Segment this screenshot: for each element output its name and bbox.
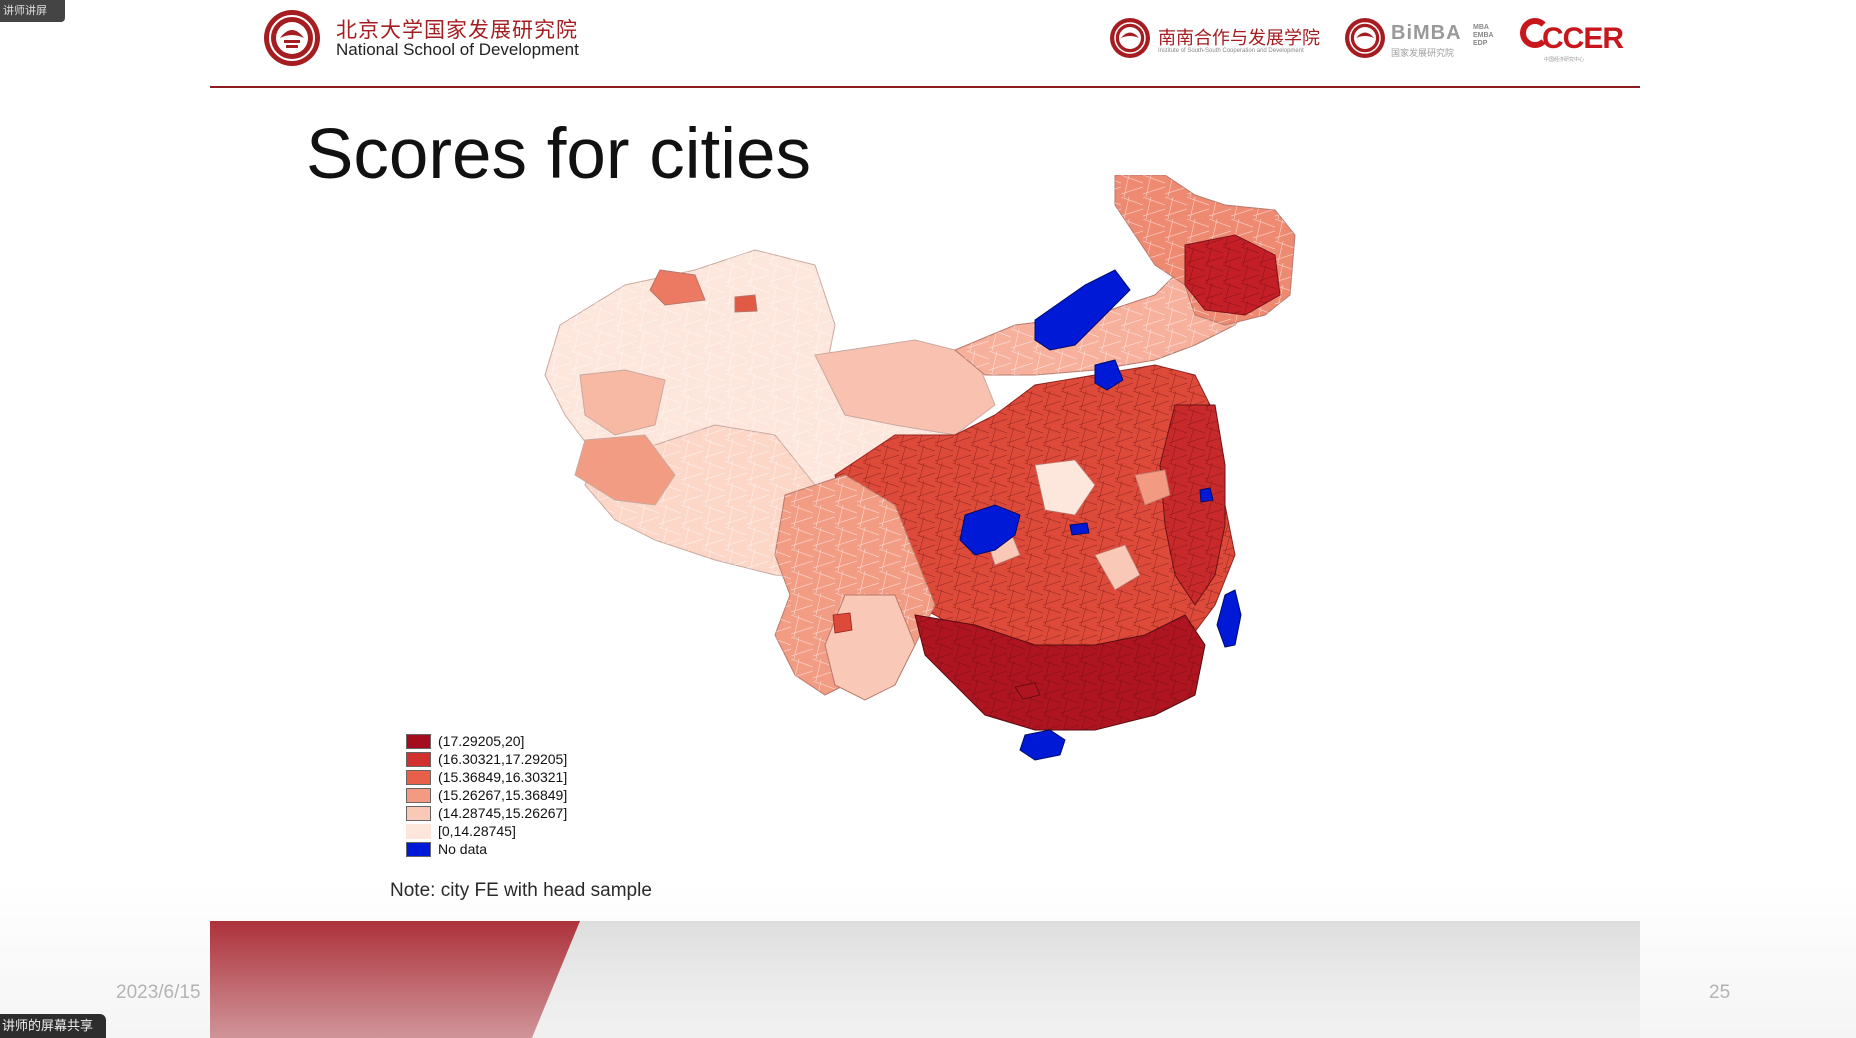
map-region-ngari [574,434,676,506]
partner-ssc-logo: 南南合作与发展学院 Institute of South-South Coope… [1108,16,1348,66]
legend-swatch [406,752,431,767]
ccer-ring-icon [1520,18,1550,48]
legend-swatch [406,806,431,821]
legend-swatch [406,734,431,749]
partner-bimba-name: BiMBA [1391,22,1462,44]
map-region-xj-b [734,294,758,313]
slide-page-number: 25 [1709,982,1731,1003]
map-region-nodata-taiwan [1216,589,1242,648]
screen-share-label: 讲师的屏幕共享 [0,1014,106,1038]
bimba-seal-icon [1345,18,1385,58]
legend-label: (16.30321,17.29205] [438,751,568,767]
legend-item: No data [406,840,636,858]
legend-label: (15.36849,16.30321] [438,769,568,785]
legend-swatch [406,770,431,785]
legend-label: [0,14.28745] [438,823,516,839]
legend-swatch [406,842,431,857]
partner-ccer-logo: CCER 中国经济研究中心 [1520,12,1624,70]
map-region-xj-a [649,269,706,306]
partner-bimba-name-cn: 国家发展研究院 [1391,48,1455,58]
slide-title: Scores for cities [306,115,812,194]
map-region-nodata-chongqing [959,504,1021,556]
legend-swatch [406,788,431,803]
legend-item: (15.26267,15.36849] [406,786,636,804]
legend-label: (15.26267,15.36849] [438,787,568,803]
partner-bimba-tags: MBA EMBA EDP [1473,24,1494,47]
legend-item: (17.29205,20] [406,732,636,750]
partner-ccer-name: CCER [1542,22,1624,55]
map-region-nodata-shanghai [1199,487,1214,503]
screen-share-corner-tag: 讲师讲屏 [0,0,65,22]
legend-item: (15.36849,16.30321] [406,768,636,786]
partner-ccer-sub: 中国经济研究中心 [1544,57,1585,63]
ssc-seal-icon [1110,18,1150,58]
china-city-choropleth-map [544,175,1296,761]
map-region-yunnan [824,594,916,701]
map-region-nodata-wuhan [1069,522,1090,536]
partner-ssc-name-en: Institute of South-South Cooperation and… [1158,48,1304,54]
map-region-nodata-inner-mongolia [1034,269,1131,351]
map-legend: (17.29205,20] (16.30321,17.29205] (15.36… [406,732,636,858]
header-divider [210,86,1640,88]
legend-label: (17.29205,20] [438,733,525,749]
partner-bimba-logo: BiMBA 国家发展研究院 MBA EMBA EDP [1343,16,1503,66]
legend-item: (16.30321,17.29205] [406,750,636,768]
legend-item: (14.28745,15.26267] [406,804,636,822]
partner-ssc-name-cn: 南南合作与发展学院 [1158,28,1320,49]
legend-label: No data [438,841,488,857]
slide-note: Note: city FE with head sample [390,880,652,901]
institution-name-cn: 北京大学国家发展研究院 [336,18,578,42]
map-region-tarim [579,369,666,436]
map-region-nodata-hainan [1019,729,1066,761]
legend-swatch [406,824,431,839]
legend-item: [0,14.28745] [406,822,636,840]
legend-label: (14.28745,15.26267] [438,805,568,821]
map-region-nodata-beijing [1094,359,1124,391]
pku-seal-icon [264,10,320,66]
slide-date: 2023/6/15 [116,982,201,1003]
institution-name-en: National School of Development [336,40,579,59]
presentation-slide: 北京大学国家发展研究院 National School of Developme… [210,0,1640,1038]
slide-footer-accent [210,921,580,1038]
